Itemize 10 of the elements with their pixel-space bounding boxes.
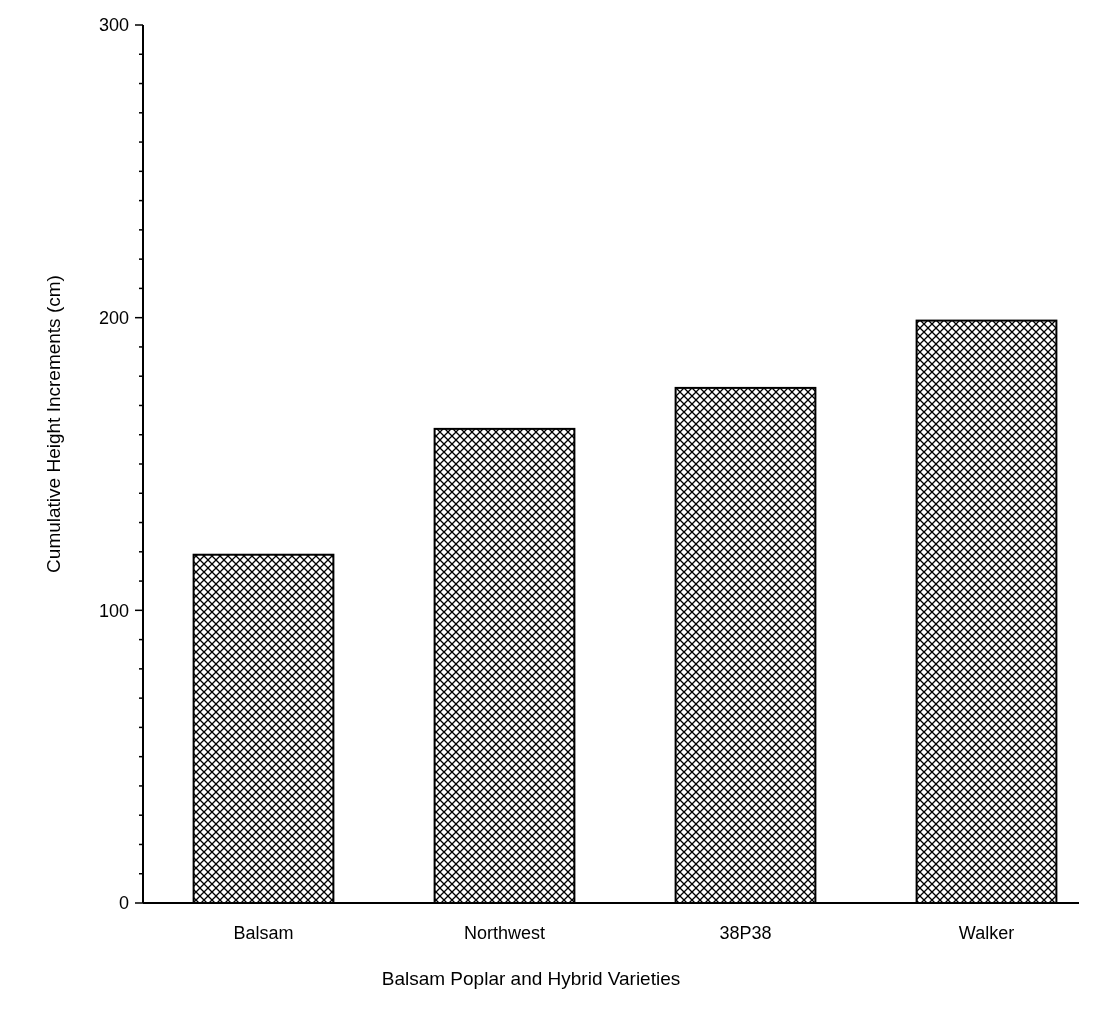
x-tick-label: Walker [958,923,1015,943]
y-tick-label: 0 [118,893,129,914]
y-axis-title: Cumulative Height Increments (cm) [43,275,64,573]
y-tick-label: 300 [98,15,129,36]
x-tick-label: Northwest [463,923,546,943]
y-tick-label: 200 [98,307,129,328]
x-tick-label: Balsam [233,923,294,943]
y-tick-label: 100 [98,600,129,621]
x-axis-title: Balsam Poplar and Hybrid Varieties [381,968,681,989]
x-tick-label: 38P38 [719,923,772,943]
